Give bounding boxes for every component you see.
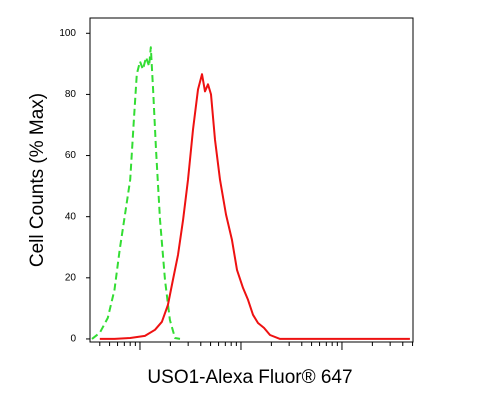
histogram-line [99, 73, 410, 340]
y-tick-label: 40 [65, 211, 77, 222]
y-tick-label: 100 [59, 28, 76, 39]
y-tick-label: 0 [70, 334, 76, 345]
y-tick-label: 80 [65, 89, 77, 100]
histogram-line [91, 46, 181, 340]
plot-frame [89, 17, 414, 343]
y-axis-label: Cell Counts (% Max) [27, 93, 48, 267]
y-tick-label: 60 [65, 150, 77, 161]
y-tick-label: 20 [65, 272, 77, 283]
x-axis-label: USO1-Alexa Fluor® 647 [147, 367, 352, 388]
